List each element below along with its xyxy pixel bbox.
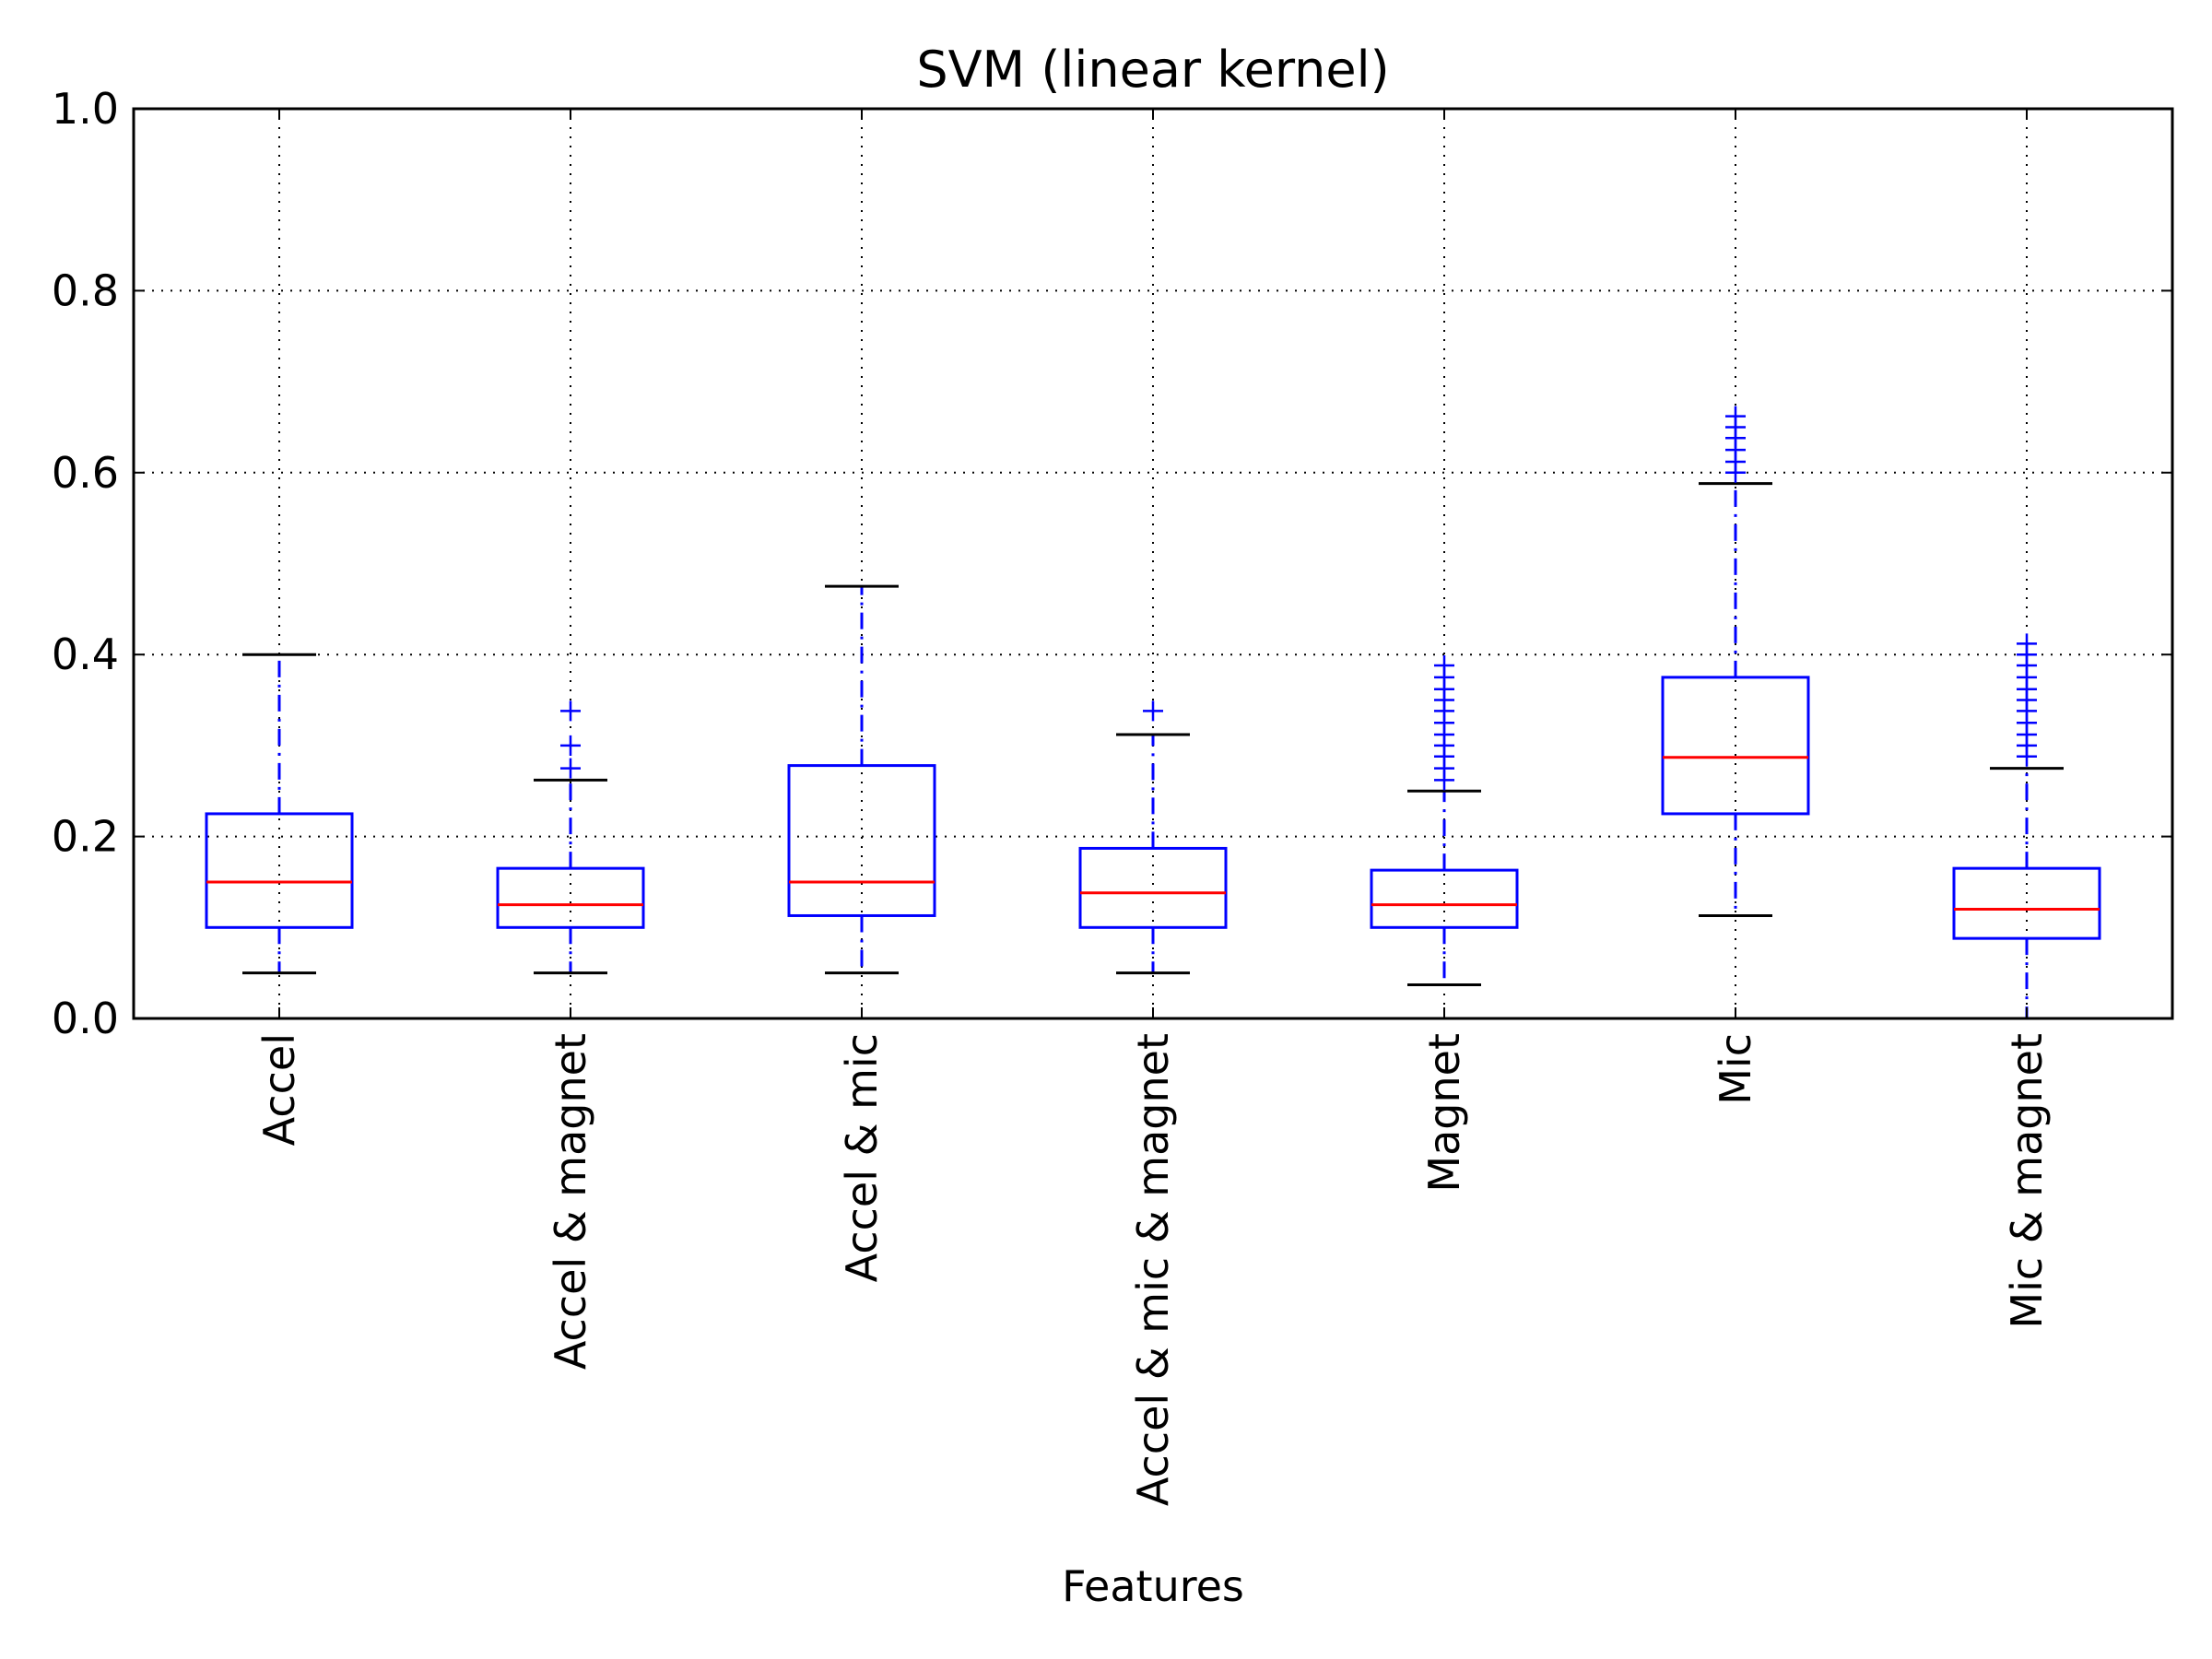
y-tick-label: 0.8 bbox=[52, 265, 119, 315]
x-axis-label: Features bbox=[1062, 1561, 1244, 1611]
outlier-mic bbox=[1725, 406, 1746, 427]
chart-title: SVM (linear kernel) bbox=[916, 41, 1389, 99]
x-axis: Accel Accel & magnet Accel & mic Accel & mi… bbox=[254, 109, 2052, 1506]
outlier-accel-magnet bbox=[560, 758, 581, 779]
box-mic bbox=[1661, 676, 1810, 816]
x-tick-label-accel-magnet: Accel & magnet bbox=[546, 1033, 595, 1370]
outlier-accel-magnet bbox=[560, 700, 581, 722]
box-magnet bbox=[1370, 868, 1519, 929]
x-tick-label-accel-mic: Accel & mic bbox=[837, 1033, 887, 1282]
plot-area bbox=[205, 406, 2101, 1020]
box-accel-mic-magnet bbox=[1078, 846, 1228, 929]
outlier-accel-mic-magnet bbox=[1143, 700, 1163, 722]
x-tick-label-magnet: Magnet bbox=[1419, 1033, 1469, 1193]
box-accel bbox=[205, 812, 354, 929]
y-tick-label: 0.2 bbox=[52, 812, 119, 862]
outlier-accel-magnet bbox=[560, 735, 581, 756]
y-tick-label: 0.4 bbox=[52, 629, 119, 679]
box-accel-mic bbox=[787, 764, 936, 917]
outlier-mic-magnet bbox=[2017, 633, 2037, 654]
box-mic-magnet bbox=[1952, 866, 2101, 940]
y-tick-label: 1.0 bbox=[52, 84, 119, 134]
y-tick-label: 0.0 bbox=[52, 994, 119, 1043]
x-tick-label-accel-mic-magnet: Accel & mic & magnet bbox=[1128, 1033, 1178, 1506]
y-tick-label: 0.6 bbox=[52, 448, 119, 498]
box-accel-magnet bbox=[496, 866, 645, 929]
x-tick-label-mic-magnet: Mic & magnet bbox=[2002, 1033, 2052, 1329]
y-axis: 0.0 0.2 0.4 0.6 0.8 1.0 bbox=[52, 84, 2172, 1043]
outlier-magnet bbox=[1434, 655, 1454, 677]
x-tick-label-accel: Accel bbox=[254, 1033, 304, 1146]
x-tick-label-mic: Mic bbox=[1711, 1033, 1760, 1105]
